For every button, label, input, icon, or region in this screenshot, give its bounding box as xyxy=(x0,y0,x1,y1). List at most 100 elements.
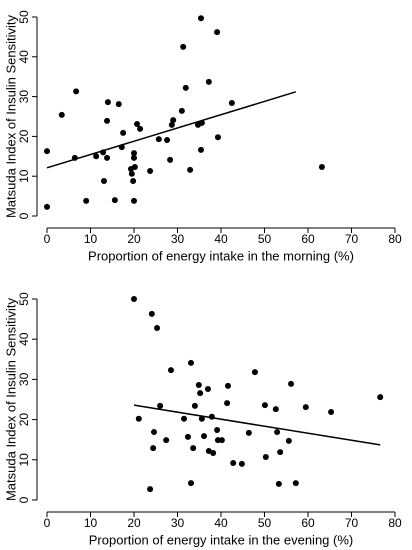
x-tick-label: 20 xyxy=(127,232,141,246)
x-tick-label: 60 xyxy=(301,232,315,246)
point xyxy=(272,406,279,413)
x-tick-label: 40 xyxy=(214,516,228,530)
point xyxy=(204,386,211,393)
point xyxy=(131,197,137,204)
point xyxy=(111,197,118,204)
point xyxy=(130,177,137,184)
x-tick-label: 30 xyxy=(171,232,185,246)
x-tick-label: 40 xyxy=(214,232,228,246)
x-tick-label: 10 xyxy=(84,516,98,530)
point xyxy=(261,402,268,409)
y-tick-label: 0 xyxy=(17,496,31,503)
point xyxy=(274,429,281,436)
point xyxy=(197,146,204,153)
point xyxy=(157,402,164,409)
point xyxy=(184,433,191,440)
point xyxy=(182,84,189,91)
point xyxy=(275,480,282,487)
point xyxy=(181,415,188,422)
point xyxy=(83,197,90,204)
y-tick-label: 40 xyxy=(17,332,31,346)
point xyxy=(285,437,292,444)
x-tick-label: 20 xyxy=(127,516,141,530)
point xyxy=(167,367,174,374)
x-tick-label: 60 xyxy=(301,516,315,530)
fit-line xyxy=(46,91,297,169)
point xyxy=(164,136,171,143)
point xyxy=(214,29,221,36)
point xyxy=(163,437,170,444)
point xyxy=(131,164,138,171)
point xyxy=(262,453,269,460)
point xyxy=(148,310,155,317)
point xyxy=(377,394,384,401)
point xyxy=(131,296,137,302)
x-tick-label: 70 xyxy=(345,232,359,246)
point xyxy=(218,437,225,444)
point xyxy=(197,15,204,22)
point xyxy=(292,480,299,487)
point xyxy=(197,390,204,397)
y-tick-label: 0 xyxy=(17,212,31,219)
point xyxy=(230,460,237,467)
y-tick-label: 20 xyxy=(17,129,31,143)
point xyxy=(277,449,284,456)
point xyxy=(180,43,187,50)
point xyxy=(131,150,137,157)
point xyxy=(245,429,252,436)
point xyxy=(155,136,162,143)
y-tick-label: 50 xyxy=(17,292,31,306)
x-tick-label: 0 xyxy=(44,232,51,246)
point xyxy=(201,433,208,440)
point xyxy=(302,404,309,411)
y-tick-label: 20 xyxy=(17,413,31,427)
x-tick-label: 70 xyxy=(345,516,359,530)
x-tick-label: 30 xyxy=(171,516,185,530)
x-tick-label: 50 xyxy=(258,232,272,246)
point xyxy=(150,445,157,452)
point xyxy=(58,111,65,118)
point xyxy=(214,134,221,141)
point xyxy=(134,121,141,128)
x-tick-label: 50 xyxy=(258,516,272,530)
point xyxy=(151,429,158,436)
x-tick-label: 0 xyxy=(44,516,51,530)
point xyxy=(228,99,235,106)
y-tick-label: 50 xyxy=(17,10,31,24)
point xyxy=(214,427,221,434)
point xyxy=(187,480,194,487)
x-tick-label: 80 xyxy=(388,516,402,530)
x-tick-label: 10 xyxy=(84,232,98,246)
y-tick-label: 10 xyxy=(17,453,31,467)
fit-line xyxy=(133,404,381,446)
y-axis-title: Matsuda Index of Insulin Sensitivity xyxy=(3,297,18,501)
point xyxy=(198,415,205,422)
point xyxy=(135,415,142,422)
point xyxy=(93,153,100,160)
x-tick-label: 80 xyxy=(388,232,402,246)
point xyxy=(210,449,217,456)
point xyxy=(191,402,198,409)
point xyxy=(128,170,135,177)
y-tick-label: 30 xyxy=(17,90,31,104)
point xyxy=(104,154,111,161)
y-tick-label: 10 xyxy=(17,169,31,183)
y-axis-title: Matsuda Index of Insulin Sensitivity xyxy=(3,14,18,218)
y-tick-label: 30 xyxy=(17,372,31,386)
point xyxy=(238,460,245,467)
point xyxy=(147,168,154,175)
point xyxy=(224,400,231,407)
point xyxy=(73,88,80,95)
y-tick-label: 40 xyxy=(17,50,31,64)
point xyxy=(137,125,144,132)
point xyxy=(178,107,185,114)
point xyxy=(44,148,50,155)
point xyxy=(120,129,127,136)
point xyxy=(318,164,325,171)
point xyxy=(187,166,194,173)
point xyxy=(147,486,154,493)
point xyxy=(104,99,111,106)
point xyxy=(195,382,202,389)
point xyxy=(115,101,122,108)
